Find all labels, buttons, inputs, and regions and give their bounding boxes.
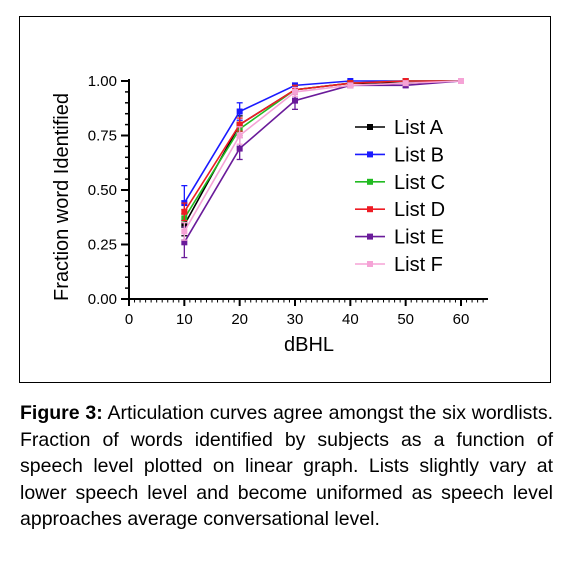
legend-item-list-a: List A [355, 117, 444, 139]
x-tick-label: 20 [231, 311, 248, 328]
x-tick-label: 0 [125, 311, 133, 328]
y-tick-label: 0.00 [88, 291, 117, 308]
y-tick-label: 1.00 [88, 73, 117, 90]
data-point [181, 228, 188, 235]
legend-swatch-marker [367, 261, 373, 267]
x-tick-label: 30 [287, 311, 304, 328]
legend-swatch-marker [367, 178, 373, 185]
legend: List A List B List C List D List E List F [355, 117, 445, 276]
data-point [292, 88, 298, 95]
data-point [181, 208, 188, 215]
data-point [347, 82, 354, 89]
legend-swatch-marker [367, 151, 373, 158]
data-point [236, 132, 243, 139]
y-tick-label: 0.50 [88, 182, 117, 199]
legend-item-list-f: List F [355, 254, 443, 276]
data-point [236, 108, 243, 115]
legend-swatch-marker [367, 233, 373, 240]
data-point [458, 78, 464, 84]
legend-label: List A [394, 117, 444, 139]
legend-label: List C [394, 172, 445, 194]
x-tick-label: 40 [342, 311, 359, 328]
x-tick-label: 50 [397, 311, 414, 328]
figure-caption: Figure 3: Articulation curves agree amon… [20, 400, 553, 533]
data-point [181, 239, 188, 246]
y-axis-label: Fraction word Identified [51, 93, 73, 301]
data-point [402, 80, 409, 87]
axes: 0.00 0.25 0.50 0.75 1.00 0 10 20 30 40 50 60 [88, 73, 488, 328]
x-tick-label: 10 [176, 311, 193, 328]
legend-item-list-d: List D [355, 199, 445, 221]
x-axis-label: dBHL [284, 334, 334, 356]
legend-item-list-c: List C [355, 172, 445, 194]
y-tick-label: 0.75 [88, 128, 117, 145]
series-list-f [181, 78, 464, 241]
legend-item-list-e: List E [355, 227, 444, 249]
legend-label: List E [394, 227, 444, 249]
series-line-list-f [183, 80, 462, 232]
figure-frame: 0.00 0.25 0.50 0.75 1.00 0 10 20 30 40 50 60 List A… [19, 16, 551, 383]
caption-label: Figure 3: [20, 402, 103, 424]
legend-item-list-b: List B [355, 144, 444, 166]
series-layer [181, 78, 464, 259]
legend-label: List D [394, 199, 445, 221]
legend-swatch-marker [367, 206, 373, 213]
legend-swatch-marker [367, 124, 373, 130]
data-point [236, 145, 243, 152]
data-point [236, 121, 243, 128]
data-point [292, 97, 298, 104]
legend-label: List F [394, 254, 443, 276]
legend-label: List B [394, 144, 444, 166]
x-tick-label: 60 [453, 311, 470, 328]
series-line-list-d [183, 80, 461, 213]
series-line-list-e [183, 80, 462, 243]
caption-text: Articulation curves agree amongst the si… [20, 402, 554, 530]
y-tick-label: 0.25 [88, 237, 117, 254]
line-chart: 0.00 0.25 0.50 0.75 1.00 0 10 20 30 40 50 60 List A… [51, 73, 488, 356]
